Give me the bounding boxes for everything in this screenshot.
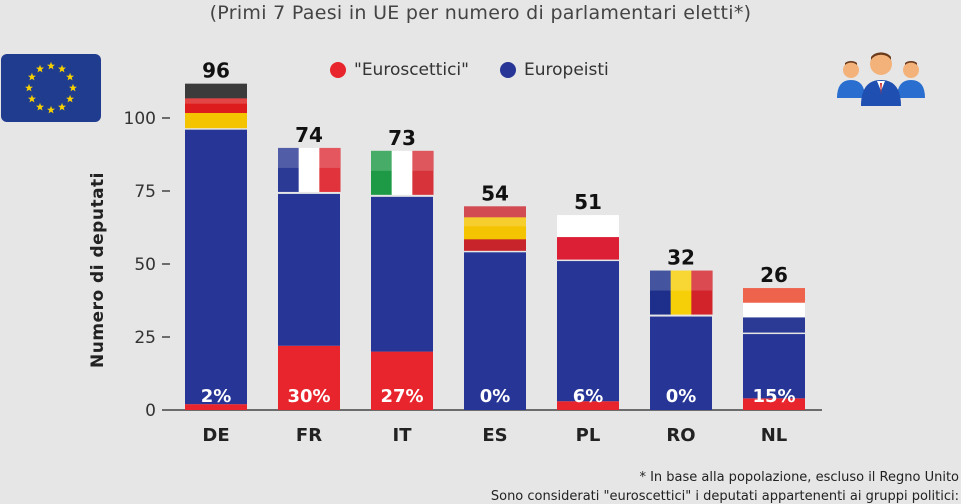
footnote-1: * In base alla popolazione, escluso il R… <box>639 470 959 485</box>
y-tick-label: 0 <box>145 401 156 421</box>
eu-star <box>25 83 33 92</box>
bar-europeisti-de <box>185 129 247 405</box>
legend-swatch-europeisti <box>500 62 516 78</box>
eu-star <box>47 105 55 114</box>
legend-swatch-euroscettici <box>330 62 346 78</box>
total-label-fr: 74 <box>295 123 323 147</box>
legend-label-europeisti: Europeisti <box>524 60 609 80</box>
flag-icon-fr <box>278 147 341 192</box>
percent-label-pl: 6% <box>573 386 604 407</box>
x-tick-label-it: IT <box>393 425 413 446</box>
total-label-it: 73 <box>388 126 416 150</box>
bar-euroscettici-it <box>371 351 433 410</box>
flag-icon-es <box>464 206 526 251</box>
legend-label-euroscettici: "Euroscettici" <box>354 60 469 80</box>
eu-star <box>27 72 36 81</box>
eu-star <box>36 102 44 111</box>
x-tick-label-nl: NL <box>761 425 788 446</box>
x-tick-label-ro: RO <box>666 425 695 446</box>
bar-euroscettici-nl <box>743 398 805 410</box>
percent-label-de: 2% <box>201 386 232 407</box>
people-group-icon <box>837 52 925 106</box>
flag-icon-ro <box>650 270 713 315</box>
x-tick-label-es: ES <box>482 425 507 446</box>
total-label-es: 54 <box>481 181 509 205</box>
total-label-ro: 32 <box>667 246 695 270</box>
y-tick-label: 50 <box>134 255 156 275</box>
percent-label-it: 27% <box>380 386 423 407</box>
eu-star <box>36 64 44 73</box>
bar-euroscettici-de <box>185 404 247 410</box>
bar-europeisti-nl <box>743 334 805 399</box>
chart-subtitle: (Primi 7 Paesi in UE per numero di parla… <box>209 2 752 24</box>
percent-label-es: 0% <box>480 386 511 407</box>
total-label-de: 96 <box>202 59 230 83</box>
y-tick-label: 25 <box>134 328 156 348</box>
y-tick-label: 100 <box>124 109 156 129</box>
eu-star <box>47 61 55 70</box>
footnote-2: Sono considerati "euroscettici" i deputa… <box>490 489 959 504</box>
eu-star <box>27 94 36 103</box>
flag-icon-it <box>371 150 434 195</box>
legend-item-euroscettici: "Euroscettici" <box>330 60 469 80</box>
flag-icon-de <box>185 83 247 129</box>
bar-euroscettici-pl <box>557 401 619 410</box>
percent-label-fr: 30% <box>287 386 330 407</box>
bar-europeisti-fr <box>278 193 340 346</box>
bar-europeisti-pl <box>557 261 619 402</box>
x-tick-label-fr: FR <box>296 425 322 446</box>
y-tick-label: 75 <box>134 182 156 202</box>
legend-item-europeisti: Europeisti <box>500 60 609 80</box>
flag-icon-nl <box>743 288 805 333</box>
eu-star <box>66 72 75 81</box>
total-label-nl: 26 <box>760 263 788 287</box>
eu-star <box>58 102 66 111</box>
x-tick-label-pl: PL <box>576 425 601 446</box>
eu-star <box>66 94 75 103</box>
percent-label-nl: 15% <box>752 386 795 407</box>
total-label-pl: 51 <box>574 190 602 214</box>
percent-label-ro: 0% <box>666 386 697 407</box>
bar-euroscettici-fr <box>278 345 340 410</box>
eu-flag-icon <box>1 54 101 122</box>
bar-europeisti-it <box>371 196 433 352</box>
bar-europeisti-ro <box>650 316 712 410</box>
flag-icon-pl <box>557 215 619 260</box>
bar-europeisti-es <box>464 252 526 410</box>
eu-star <box>69 83 77 92</box>
eu-star <box>58 64 66 73</box>
x-tick-label-de: DE <box>202 425 229 446</box>
